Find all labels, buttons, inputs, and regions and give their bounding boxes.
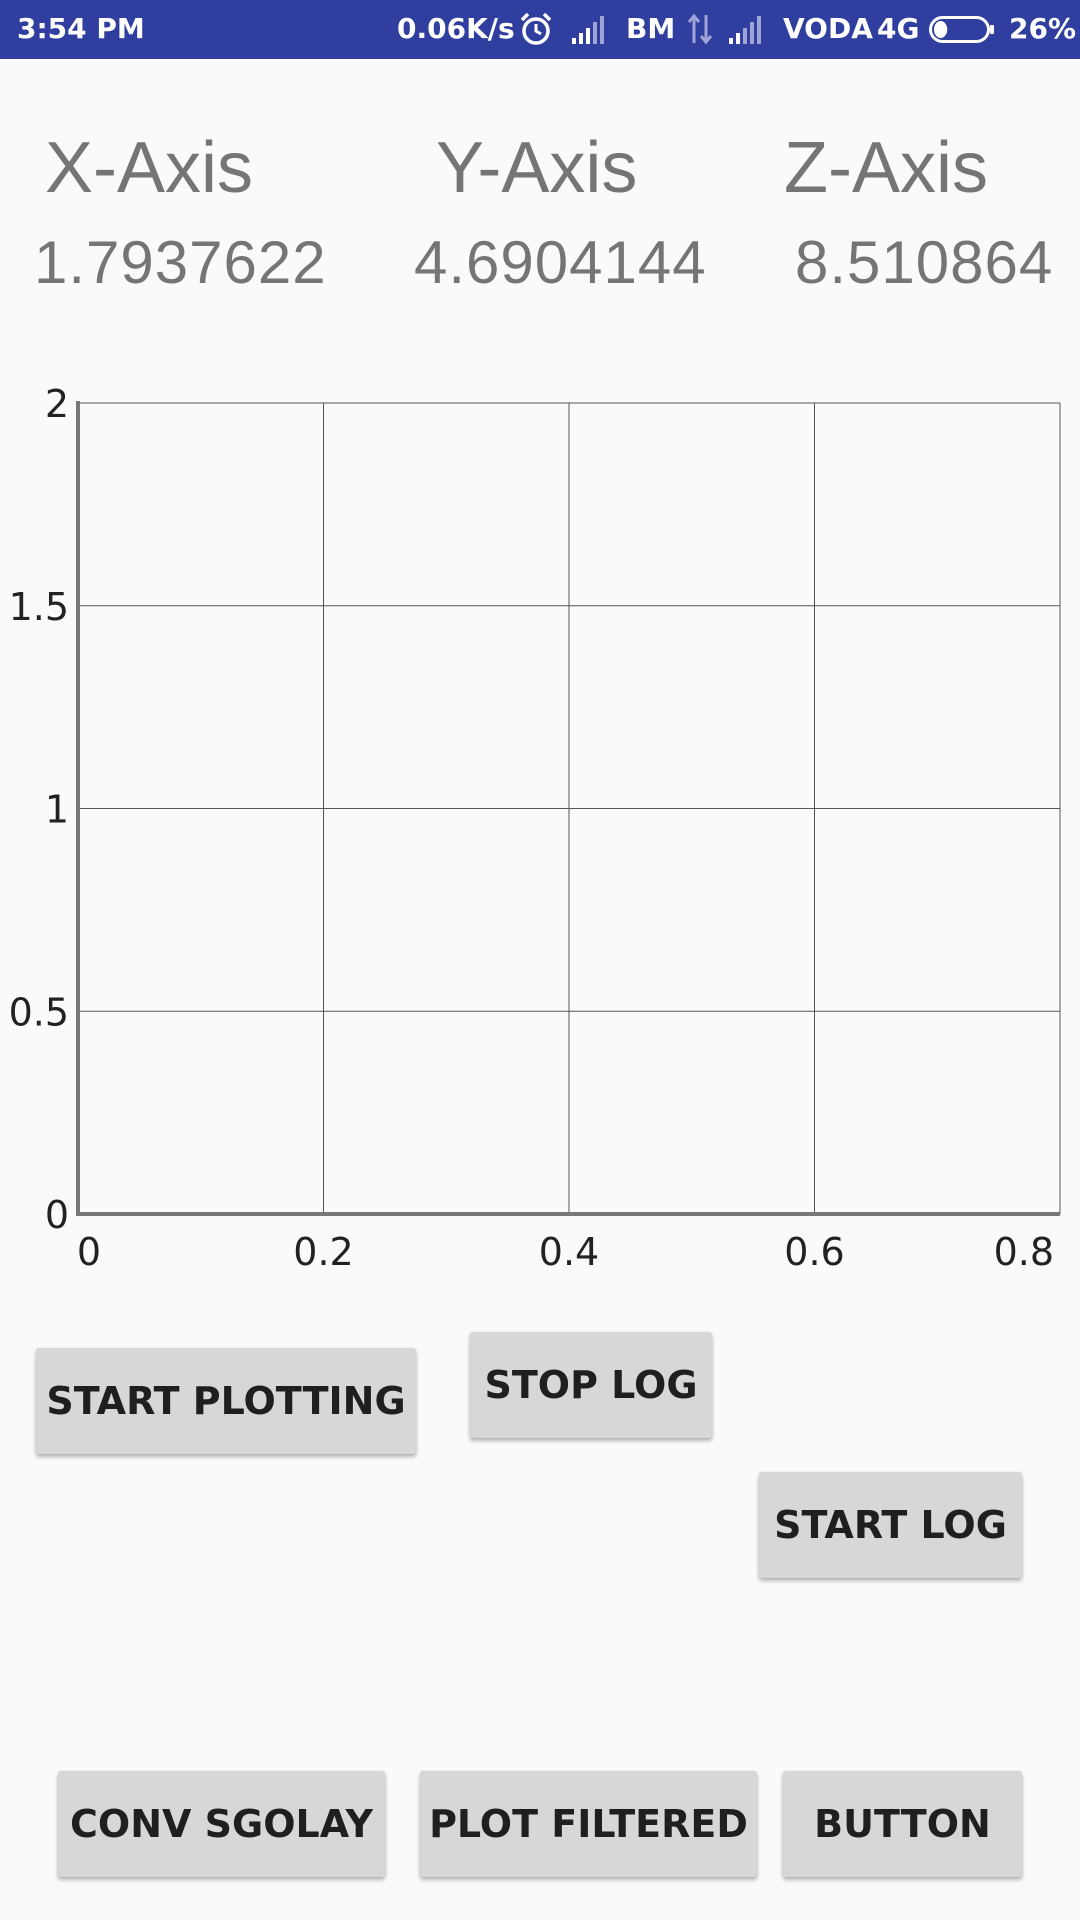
y-tick-label: 0.5 [9, 990, 69, 1034]
data-transfer-icon [687, 13, 713, 45]
status-time: 3:54 PM [17, 12, 145, 45]
carrier-2: VODA [783, 12, 873, 45]
network-speed: 0.06K/s [397, 12, 515, 45]
battery-percent: 26% [1009, 12, 1077, 45]
carrier-1: BM [626, 12, 676, 45]
x-tick-label: 0.4 [539, 1230, 599, 1274]
x-tick-label: 0.2 [293, 1230, 353, 1274]
x-tick-label: 0.6 [784, 1230, 844, 1274]
start-plotting-button[interactable]: START PLOTTING [36, 1348, 416, 1454]
x-axis-value: 1.7937622 [34, 229, 327, 296]
y-tick-label: 2 [45, 382, 69, 426]
network-type: 4G [877, 12, 920, 45]
start-log-button[interactable]: START LOG [759, 1472, 1022, 1578]
status-bar: 3:54 PM 0.06K/s BM VODA 4G 26% [0, 0, 1080, 59]
conv-sgolay-button[interactable]: CONV SGOLAY [58, 1771, 385, 1877]
y-axis-value: 4.6904144 [414, 229, 707, 296]
x-tick-label: 0 [77, 1230, 101, 1274]
stop-log-button[interactable]: STOP LOG [470, 1332, 712, 1438]
z-axis-label: Z-Axis [784, 128, 988, 208]
plot-filtered-button[interactable]: PLOT FILTERED [420, 1771, 757, 1877]
y-tick-label: 1.5 [9, 585, 69, 629]
x-tick-label: 0.8 [994, 1230, 1054, 1274]
signal-icon [572, 16, 604, 44]
button[interactable]: BUTTON [783, 1771, 1022, 1877]
z-axis-value: 8.510864 [795, 229, 1054, 296]
accelerometer-chart[interactable]: 0 0.2 0.4 0.6 0.8 0 0.5 1 1.5 2 [0, 380, 1080, 1280]
alarm-icon [520, 12, 552, 45]
y-axis-label: Y-Axis [436, 128, 638, 208]
y-tick-label: 0 [45, 1193, 69, 1237]
signal-icon-2 [729, 16, 761, 44]
x-axis-label: X-Axis [45, 128, 254, 208]
battery-icon [929, 16, 994, 43]
y-tick-label: 1 [45, 788, 69, 832]
